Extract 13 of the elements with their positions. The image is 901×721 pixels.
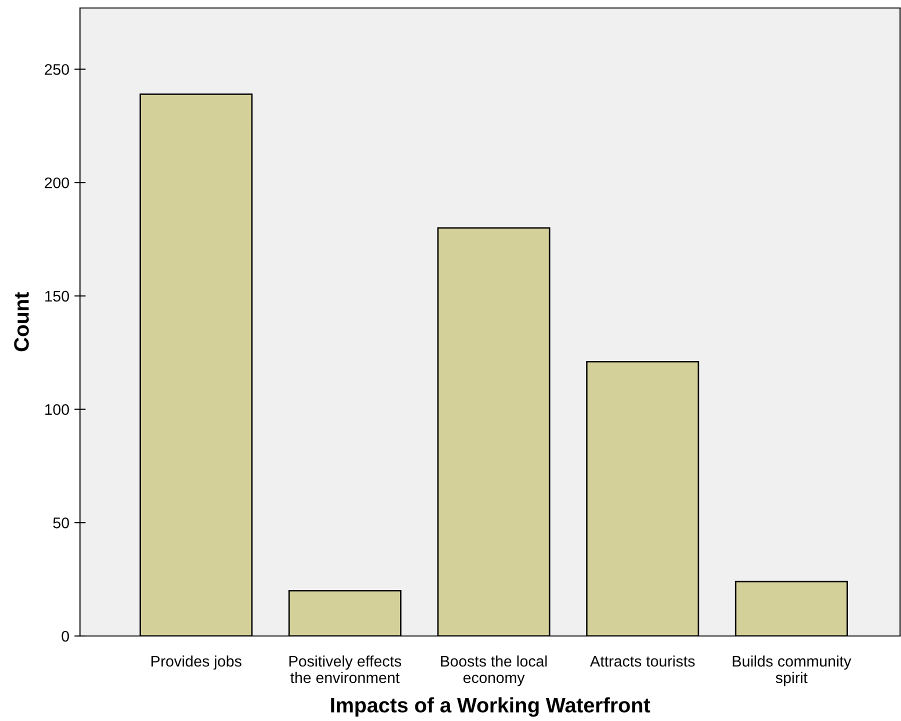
y-axis-title: Count xyxy=(14,292,29,352)
x-axis-title: Impacts of a Working Waterfront xyxy=(331,697,650,717)
x-tick-label: Attracts tourists xyxy=(590,655,695,667)
x-tick-label: Provides jobs xyxy=(151,655,242,670)
y-tick-label: 200 xyxy=(44,177,69,188)
y-tick-label: 250 xyxy=(44,64,69,75)
y-tick-label: 50 xyxy=(53,518,69,528)
x-tick-label: Boosts the local economy xyxy=(441,655,547,686)
y-tick-label: 0 xyxy=(62,630,69,642)
y-tick-label: 150 xyxy=(45,290,69,302)
x-tick-label: Builds community spirit xyxy=(732,655,852,686)
y-tick-label: 100 xyxy=(45,404,69,415)
x-tick-label: Positively effects the environment xyxy=(289,655,402,684)
